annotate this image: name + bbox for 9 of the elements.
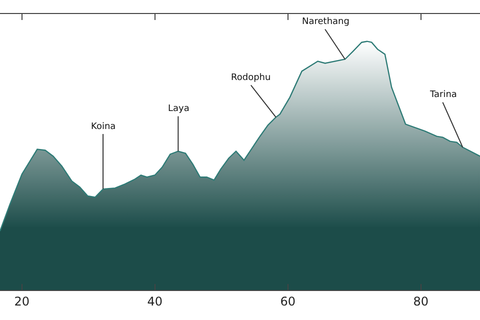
annotation: Narethang [302,17,350,27]
annotation: Rodophu [231,73,271,83]
x-tick-label: 60 [280,294,296,308]
annotation: Laya [168,104,190,114]
x-tick-label: 80 [413,294,428,308]
x-tick-label: 40 [147,294,163,308]
annotation: Koina [91,122,116,132]
x-tick-label: 20 [14,294,30,308]
annotation: Tarina [429,90,457,100]
